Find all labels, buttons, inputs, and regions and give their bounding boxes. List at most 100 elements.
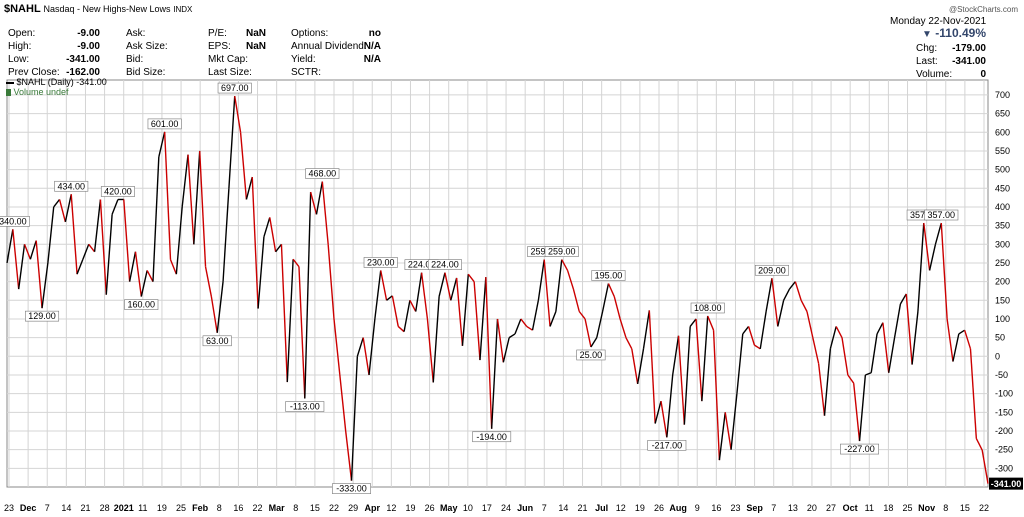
- legend-series: $NAHL (Daily) -341.00: [6, 77, 107, 87]
- quote-label: High:: [8, 41, 32, 52]
- series-segment: [222, 188, 230, 282]
- series-segment: [35, 240, 43, 309]
- series-segment: [479, 277, 487, 361]
- series-segment: [193, 150, 201, 245]
- dividend-row: Options: no: [291, 27, 381, 40]
- series-segment: [537, 259, 545, 301]
- last-quote-label: Chg:: [916, 43, 938, 54]
- watermark: @StockCharts.com: [948, 5, 1018, 14]
- series-segment: [280, 244, 288, 383]
- series-segment: [93, 199, 102, 252]
- value-annotations: 340.00 129.00 434.00 420.00 160.00 601.00 63.0…: [0, 82, 959, 494]
- dividend-label: Annual Dividend:: [291, 41, 367, 52]
- series-segment: [718, 412, 726, 461]
- quote-row: High: -9.00: [8, 40, 100, 53]
- series-segment: [169, 259, 177, 275]
- quote-column-1: Open: -9.00 High: -9.00 Low: -341.00 Prev Clos…: [8, 27, 100, 79]
- fundamentals-row: Mkt Cap:: [208, 53, 266, 66]
- series-segment: [245, 176, 253, 200]
- series-segment: [520, 318, 528, 327]
- series-segment: [625, 337, 633, 350]
- x-tick-label: 24: [501, 503, 511, 513]
- series-segment: [607, 283, 615, 297]
- y-tick-label: 350: [995, 221, 1010, 231]
- svg-text:-333.00: -333.00: [336, 484, 367, 494]
- x-tick-label: 21: [578, 503, 588, 513]
- svg-text:434.00: 434.00: [57, 181, 85, 191]
- series-segment: [467, 273, 475, 283]
- value-annotation: 697.00: [217, 82, 252, 94]
- series-segment: [450, 277, 458, 301]
- y-tick-label: 150: [995, 295, 1010, 305]
- series-segment: [17, 244, 26, 290]
- x-tick-label: Jul: [595, 503, 608, 513]
- series-segment: [858, 374, 867, 442]
- series-segment: [210, 296, 218, 333]
- fundamentals-label: EPS:: [208, 41, 231, 52]
- dividend-row: SCTR:: [291, 66, 381, 79]
- series-segment: [204, 266, 213, 297]
- y-tick-label: 500: [995, 165, 1010, 175]
- y-tick-label: 600: [995, 127, 1010, 137]
- svg-text:340.00: 340.00: [0, 216, 27, 226]
- value-annotation: 230.00: [363, 257, 398, 268]
- series-segment: [315, 181, 324, 215]
- series-segment: [806, 311, 814, 338]
- x-tick-label: 16: [711, 503, 721, 513]
- svg-text:-113.00: -113.00: [290, 402, 320, 412]
- y-tick-label: 200: [995, 277, 1010, 287]
- x-tick-label: 19: [405, 503, 415, 513]
- series-segment: [123, 199, 131, 282]
- dividend-value: N/A: [363, 41, 381, 52]
- x-tick-label: 27: [826, 503, 836, 513]
- last-quote-row: Last: -341.00: [916, 55, 986, 68]
- series-segment: [298, 266, 306, 399]
- series-segment: [777, 300, 785, 327]
- series-segment: [526, 325, 533, 331]
- series-segment: [969, 348, 978, 439]
- x-tick-label: 25: [903, 503, 913, 513]
- series-segment: [420, 272, 429, 320]
- series-segment: [695, 318, 703, 402]
- series-segment: [923, 222, 931, 271]
- series-segment: [817, 363, 826, 416]
- series-segment: [29, 240, 37, 260]
- x-tick-label: Feb: [192, 503, 209, 513]
- series-segment: [584, 318, 592, 348]
- last-quote-label: Volume:: [916, 69, 953, 80]
- series-segment: [870, 333, 878, 373]
- svg-text:108.00: 108.00: [694, 303, 722, 313]
- series-segment: [841, 337, 849, 376]
- series-segment: [234, 95, 242, 133]
- svg-text:-227.00: -227.00: [844, 444, 875, 454]
- y-tick-label: 250: [995, 258, 1010, 268]
- dividend-label: SCTR:: [291, 67, 321, 78]
- x-tick-label: 16: [233, 503, 243, 513]
- series-segment: [747, 326, 756, 346]
- series-segment: [23, 244, 32, 260]
- series-segment: [432, 296, 440, 383]
- change-pct-row: ▼ -110.49%: [890, 27, 986, 41]
- series-segment: [882, 322, 890, 373]
- series-segment: [852, 383, 861, 442]
- value-annotation: -194.00: [472, 431, 512, 443]
- series-segment: [111, 199, 119, 215]
- x-tick-label: 17: [482, 503, 492, 513]
- bid-ask-label: Ask:: [126, 28, 146, 39]
- series-segment: [391, 295, 399, 327]
- svg-text:601.00: 601.00: [151, 119, 179, 129]
- last-quote-value: -179.00: [952, 43, 986, 54]
- change-pct-value: -110.49%: [935, 26, 986, 40]
- x-tick-label: Nov: [918, 503, 935, 513]
- series-segment: [963, 329, 972, 350]
- series-segment: [736, 333, 744, 394]
- quote-label: Open:: [8, 28, 36, 39]
- x-tick-label: 7: [45, 503, 50, 513]
- svg-text:259.00: 259.00: [548, 247, 576, 257]
- value-annotation: 259.00: [544, 246, 579, 257]
- fundamentals-row: EPS: NaN: [208, 40, 266, 53]
- series-segment: [689, 318, 697, 327]
- last-quote-value: -341.00: [952, 56, 986, 67]
- value-annotation: -227.00: [840, 443, 879, 455]
